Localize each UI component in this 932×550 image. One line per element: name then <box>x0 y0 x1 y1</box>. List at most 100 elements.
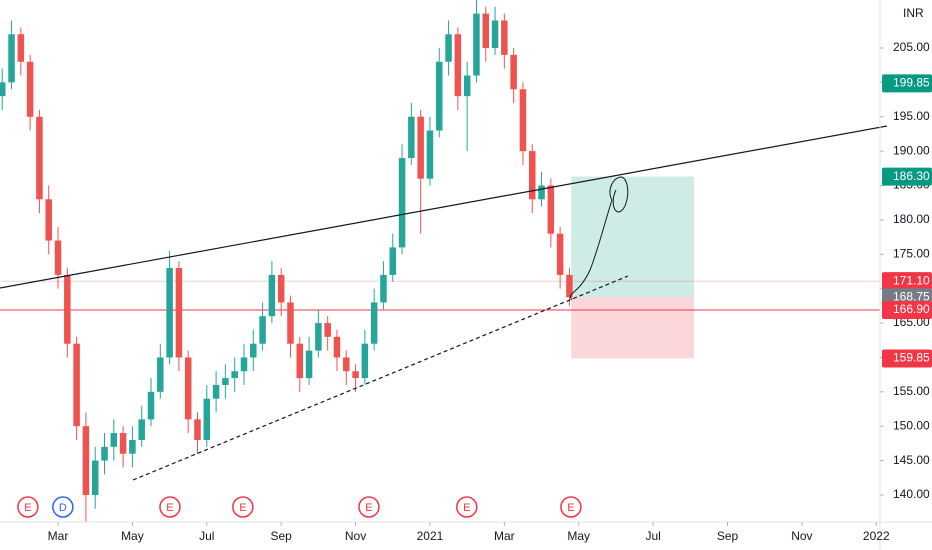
candle-body <box>231 371 238 379</box>
trend-line <box>0 125 888 289</box>
event-marker <box>17 496 39 518</box>
y-tick-label: 145.00 <box>893 453 930 467</box>
candle-body <box>352 371 359 379</box>
y-tick-label: 150.00 <box>893 418 930 432</box>
candle-body <box>194 419 201 440</box>
candle-body <box>333 336 341 358</box>
candle-body <box>45 199 52 241</box>
event-label: D <box>59 502 67 514</box>
candle-body <box>482 13 490 48</box>
candle-body <box>129 439 136 454</box>
candle-body <box>417 116 424 179</box>
price-label-box <box>882 272 932 291</box>
candle-body <box>510 54 517 90</box>
candle-body <box>398 158 406 248</box>
price-label: 159.85 <box>893 351 930 365</box>
x-tick-label: 2022 <box>863 529 890 543</box>
price-label-box <box>882 349 932 368</box>
candle-body <box>0 82 6 97</box>
candle-body <box>166 268 173 358</box>
y-tick-label: 180.00 <box>893 212 930 226</box>
candle-body <box>315 323 322 351</box>
candle-body <box>91 460 99 495</box>
candle-body <box>73 343 80 427</box>
event-label: E <box>567 502 574 514</box>
candle-body <box>36 116 43 200</box>
candle-body <box>119 433 127 454</box>
event-label: E <box>166 502 173 514</box>
candle-body <box>203 398 211 440</box>
target-zone <box>571 176 695 298</box>
price-label-box <box>882 300 932 319</box>
candle-body <box>184 357 192 420</box>
trend-line-dashed <box>132 275 629 481</box>
y-tick-label: 190.00 <box>893 143 930 157</box>
candle-body <box>138 419 145 440</box>
candle-body <box>445 34 452 62</box>
candle-body <box>101 446 108 461</box>
event-label: E <box>24 502 31 514</box>
candle-body <box>64 274 71 344</box>
candle-body <box>454 34 462 97</box>
candle-body <box>491 20 499 48</box>
event-marker <box>52 496 74 518</box>
candle-body <box>370 302 378 344</box>
candle-body <box>538 185 545 200</box>
plot-area <box>0 0 880 523</box>
y-tick-label: 140.00 <box>893 487 930 501</box>
stop-zone <box>571 297 695 359</box>
candle-body <box>222 378 229 385</box>
candle-body <box>268 274 276 317</box>
candle-body <box>547 185 555 234</box>
event-label: E <box>463 502 470 514</box>
candle-body <box>408 116 415 159</box>
candle-body <box>110 433 118 447</box>
candle-body <box>277 274 285 303</box>
price-label: 199.85 <box>893 76 930 90</box>
x-tick-label: Jul <box>199 529 214 543</box>
candle-body <box>463 75 471 97</box>
y-tick-label: 205.00 <box>893 40 930 54</box>
currency-box <box>881 3 931 23</box>
x-tick-label: Mar <box>48 529 69 543</box>
x-tick-label: May <box>121 529 144 543</box>
candle-body <box>54 240 62 275</box>
candle-body <box>8 34 15 83</box>
currency-label: INR <box>903 6 924 20</box>
price-label-box <box>882 74 932 93</box>
candle-body <box>556 233 564 275</box>
candle-body <box>380 274 387 303</box>
event-marker <box>456 496 478 518</box>
candle-body <box>324 323 331 337</box>
x-tick-label: May <box>567 529 590 543</box>
x-tick-label: Mar <box>494 529 515 543</box>
candle-body <box>26 61 34 117</box>
price-label-box <box>882 167 932 186</box>
candle-body <box>250 343 257 358</box>
x-tick-label: Jul <box>645 529 660 543</box>
candle-body <box>436 61 443 131</box>
x-tick-label: Nov <box>345 529 366 543</box>
candle-body <box>147 391 155 420</box>
price-label: 171.10 <box>893 273 930 287</box>
y-tick-label: 175.00 <box>893 246 930 260</box>
event-marker <box>358 496 380 518</box>
candle-body <box>473 13 480 76</box>
candle-body <box>157 357 164 392</box>
price-label: 186.30 <box>893 169 930 183</box>
candle-body <box>566 274 573 298</box>
event-marker <box>232 496 254 518</box>
candle-body <box>389 247 397 275</box>
price-label: 166.90 <box>893 302 930 316</box>
event-marker <box>560 496 582 518</box>
candle-body <box>426 130 434 179</box>
candle-body <box>361 343 369 379</box>
event-label: E <box>365 502 372 514</box>
candle-body <box>240 357 248 372</box>
price-label: 168.75 <box>893 289 930 303</box>
candle-body <box>175 268 183 358</box>
candle-body <box>287 302 294 344</box>
candle-body <box>296 343 304 379</box>
x-tick-label: Sep <box>271 529 293 543</box>
hand-drawing <box>570 176 629 301</box>
